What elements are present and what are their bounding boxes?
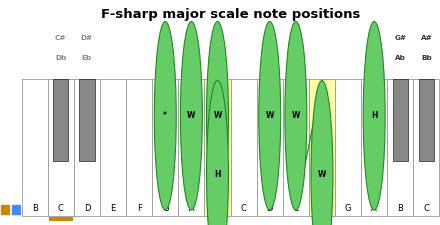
Text: G: G	[162, 204, 169, 213]
Bar	[53, 79, 68, 161]
Bar	[79, 79, 95, 161]
Text: A: A	[371, 204, 377, 213]
Text: Bb: Bb	[212, 56, 223, 61]
Bar	[413, 79, 440, 216]
Text: D: D	[84, 204, 90, 213]
Bar	[309, 79, 335, 216]
Text: B: B	[32, 204, 38, 213]
Text: G: G	[345, 204, 351, 213]
Bar	[74, 79, 100, 216]
Bar	[178, 79, 205, 216]
Text: F#: F#	[369, 56, 380, 61]
Bar	[367, 79, 382, 161]
Text: Eb: Eb	[291, 56, 301, 61]
Text: Ab: Ab	[395, 56, 406, 61]
Bar	[48, 79, 74, 216]
Bar	[231, 79, 257, 216]
Text: F#: F#	[160, 56, 171, 61]
Text: W: W	[213, 111, 222, 120]
Text: basicmusictheory.com: basicmusictheory.com	[8, 93, 13, 159]
Text: D#: D#	[81, 35, 93, 41]
Circle shape	[285, 22, 307, 210]
Circle shape	[206, 81, 228, 225]
Text: H: H	[214, 170, 221, 179]
Bar	[158, 79, 173, 161]
Text: W: W	[187, 111, 195, 120]
Bar	[11, 205, 20, 214]
Text: Ab: Ab	[186, 56, 197, 61]
Text: W: W	[266, 111, 274, 120]
Text: F: F	[319, 204, 324, 213]
Text: E: E	[110, 204, 116, 213]
Circle shape	[180, 22, 202, 210]
Circle shape	[311, 81, 333, 225]
Text: W: W	[318, 170, 326, 179]
Bar	[361, 79, 387, 216]
Text: D#: D#	[290, 35, 302, 41]
Text: A#: A#	[421, 35, 432, 41]
Text: W: W	[292, 111, 300, 120]
Text: Db: Db	[264, 56, 275, 61]
Bar	[49, 217, 73, 221]
Text: G#: G#	[185, 35, 198, 41]
Text: F-sharp major scale note positions: F-sharp major scale note positions	[101, 8, 360, 21]
Bar	[393, 79, 408, 161]
Text: E: E	[293, 204, 298, 213]
Text: C: C	[241, 204, 246, 213]
Text: C#: C#	[264, 35, 275, 41]
Text: Bb: Bb	[421, 56, 432, 61]
Bar	[126, 79, 152, 216]
Text: C: C	[58, 204, 64, 213]
Text: A: A	[188, 204, 194, 213]
Bar	[22, 79, 48, 216]
Bar	[283, 79, 309, 216]
Text: G#: G#	[394, 35, 407, 41]
Text: Db: Db	[55, 56, 66, 61]
Bar	[335, 79, 361, 216]
Text: H: H	[371, 111, 378, 120]
Bar	[288, 79, 304, 161]
Text: *: *	[163, 111, 167, 120]
Bar	[419, 79, 434, 161]
Bar	[1, 205, 9, 214]
Text: B: B	[215, 204, 220, 213]
Bar	[205, 79, 231, 216]
Text: G#: G#	[368, 35, 380, 41]
Bar	[257, 79, 283, 216]
Bar	[152, 79, 178, 216]
Text: A#: A#	[212, 35, 224, 41]
Circle shape	[363, 22, 385, 210]
Bar	[184, 79, 199, 161]
Text: C: C	[423, 204, 429, 213]
Circle shape	[259, 22, 281, 210]
Text: B: B	[397, 204, 403, 213]
Bar	[210, 79, 225, 161]
Bar	[387, 79, 413, 216]
Text: G#: G#	[159, 35, 171, 41]
Text: Eb: Eb	[82, 56, 92, 61]
Bar	[262, 79, 277, 161]
Bar	[100, 79, 126, 216]
Circle shape	[154, 22, 176, 210]
Text: F: F	[137, 204, 142, 213]
Text: D: D	[267, 204, 273, 213]
Circle shape	[206, 22, 228, 210]
Text: C#: C#	[55, 35, 66, 41]
